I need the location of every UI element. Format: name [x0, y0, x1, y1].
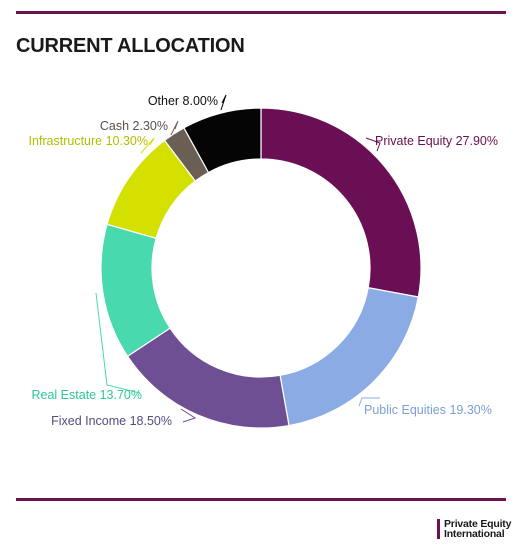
brand-logo-bar — [437, 519, 440, 539]
donut-slice-private-equity — [260, 107, 422, 298]
label-connector-infrastructure — [140, 137, 155, 154]
slice-label-private-equity: Private Equity 27.90% — [375, 134, 498, 148]
slice-label-fixed-income: Fixed Income 18.50% — [51, 414, 172, 428]
slice-label-real-estate: Real Estate 13.70% — [32, 388, 143, 402]
slice-label-cash: Cash 2.30% — [100, 119, 168, 133]
brand-logo: Private Equity International — [437, 519, 511, 539]
brand-logo-line2: International — [444, 528, 505, 540]
page-title: CURRENT ALLOCATION — [16, 35, 245, 57]
label-connector-cash — [170, 120, 179, 136]
label-connector-other — [220, 94, 227, 111]
label-connector-real-estate — [95, 292, 141, 394]
label-connector-fixed-income — [180, 408, 197, 423]
label-connector-public-equities — [358, 397, 380, 407]
top-rule — [16, 11, 506, 14]
label-connector-private-equity — [365, 137, 381, 152]
donut-slice-other — [183, 107, 262, 174]
slice-label-infrastructure: Infrastructure 10.30% — [28, 134, 148, 148]
brand-logo-line1: Private Equity — [444, 518, 512, 530]
bottom-rule — [16, 498, 506, 501]
slice-label-other: Other 8.00% — [148, 94, 218, 108]
slice-label-public-equities: Public Equities 19.30% — [364, 403, 492, 417]
